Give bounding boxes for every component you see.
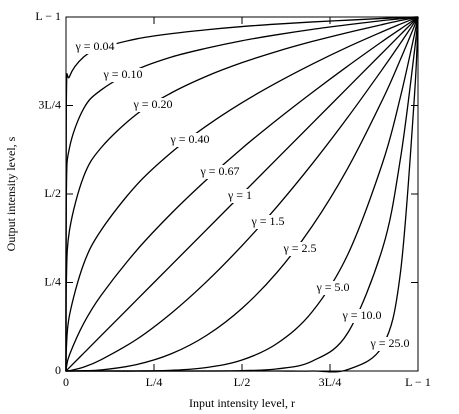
y-axis-label: Output intensity level, s bbox=[4, 136, 18, 251]
y-tick-label: L − 1 bbox=[35, 9, 61, 23]
curve bbox=[65, 16, 419, 372]
curve bbox=[65, 16, 419, 373]
series-label-bg bbox=[313, 281, 352, 295]
series-label: γ = 10.0 bbox=[341, 308, 381, 322]
series-label: γ = 0.10 bbox=[102, 67, 142, 81]
series-label-bg bbox=[367, 337, 412, 351]
series-label-bg bbox=[248, 215, 287, 229]
x-axis-label: Input intensity level, r bbox=[189, 396, 295, 410]
series-label: γ = 0.67 bbox=[199, 164, 239, 178]
curve bbox=[65, 16, 419, 372]
y-tick-label: 3L/4 bbox=[38, 97, 61, 111]
series-label: γ = 2.5 bbox=[282, 241, 316, 255]
series-label-bg bbox=[167, 133, 212, 147]
series-label-bg bbox=[280, 242, 319, 256]
series-label-bg bbox=[197, 165, 242, 179]
y-tick-label: 0 bbox=[55, 363, 61, 377]
x-tick-label: L − 1 bbox=[405, 375, 431, 389]
series-label: γ = 0.20 bbox=[132, 97, 172, 111]
x-tick-label: 0 bbox=[63, 375, 69, 389]
y-tick-label: L/2 bbox=[44, 186, 61, 200]
curve bbox=[65, 16, 419, 372]
x-tick-label: 3L/4 bbox=[319, 375, 342, 389]
x-tick-label: L/4 bbox=[146, 375, 163, 389]
y-tick-label: L/4 bbox=[44, 274, 61, 288]
series-label-bg bbox=[100, 68, 145, 82]
curve bbox=[65, 16, 419, 372]
curve bbox=[65, 16, 419, 372]
series-label: γ = 1 bbox=[227, 188, 252, 202]
series-label: γ = 0.40 bbox=[169, 132, 209, 146]
x-tick-label: L/2 bbox=[234, 375, 251, 389]
series-label-bg bbox=[130, 98, 175, 112]
series-label-bg bbox=[72, 40, 117, 54]
series-label: γ = 5.0 bbox=[315, 280, 349, 294]
series-label: γ = 1.5 bbox=[250, 214, 284, 228]
series-label: γ = 0.04 bbox=[74, 39, 114, 53]
series-label-bg bbox=[224, 189, 255, 203]
series-label-bg bbox=[339, 309, 384, 323]
curve bbox=[65, 16, 419, 372]
curve bbox=[65, 16, 419, 372]
series-label: γ = 25.0 bbox=[369, 336, 409, 350]
